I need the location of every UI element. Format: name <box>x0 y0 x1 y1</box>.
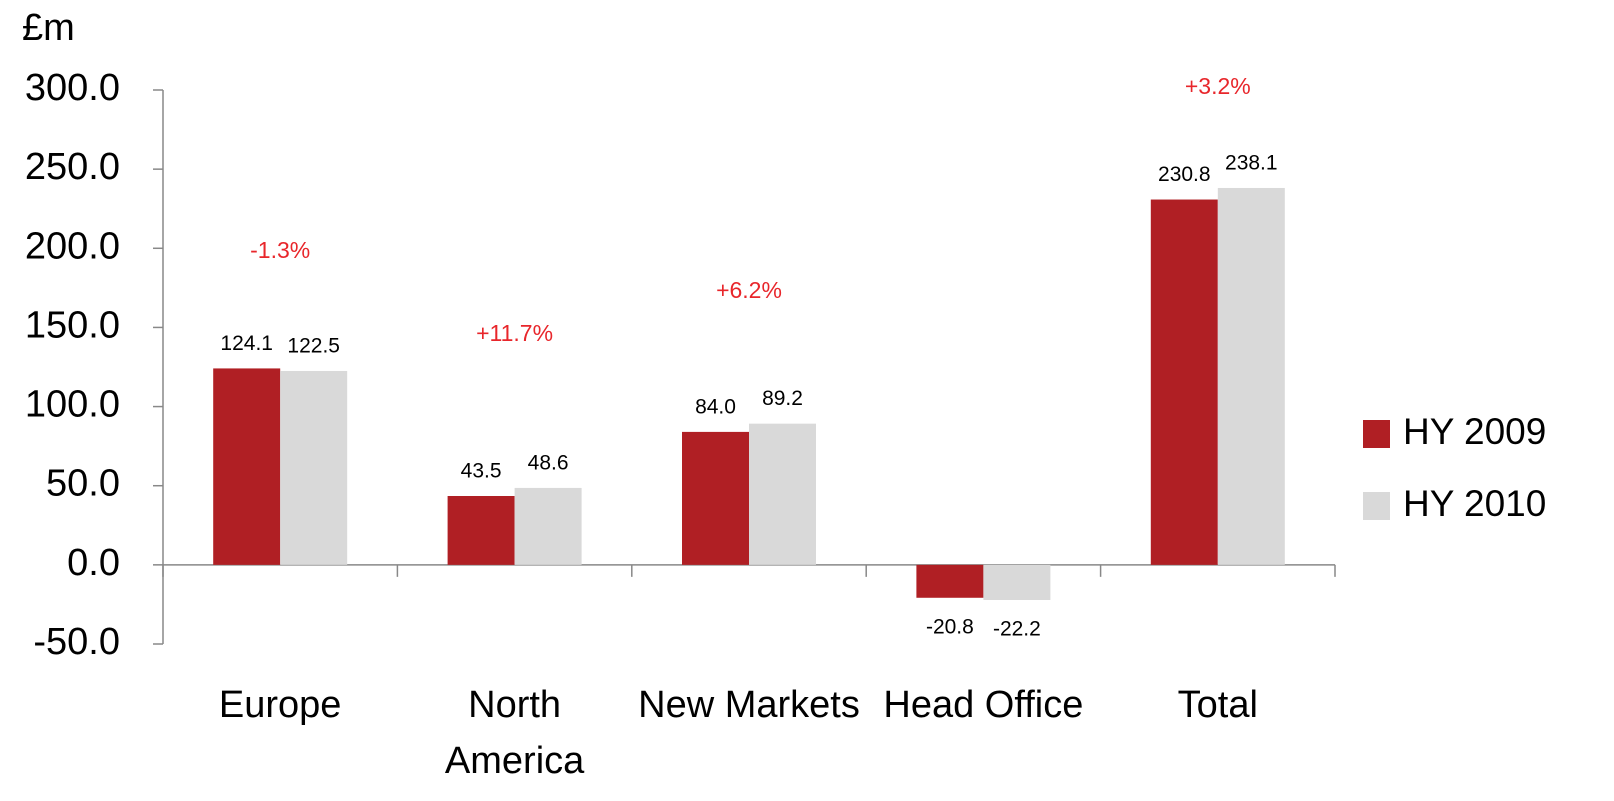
change-label: +3.2% <box>1185 73 1251 99</box>
data-label: 230.8 <box>1158 163 1211 186</box>
legend-label: HY 2010 <box>1403 483 1546 524</box>
bar <box>1150 199 1218 565</box>
data-label: 48.6 <box>528 451 569 474</box>
y-tick-label: 0.0 <box>67 542 120 584</box>
legend-swatch <box>1363 420 1390 448</box>
bar <box>514 487 582 565</box>
x-tick-label: New Markets <box>638 684 860 726</box>
y-tick-label: 300.0 <box>25 67 120 109</box>
data-label: 238.1 <box>1225 152 1278 175</box>
change-label: -1.3% <box>250 237 310 263</box>
legend-swatch <box>1363 492 1390 520</box>
y-tick-label: 100.0 <box>25 384 120 426</box>
data-label: 124.1 <box>220 332 273 355</box>
change-label: +6.2% <box>716 277 782 303</box>
data-label: -22.2 <box>993 618 1041 641</box>
legend-label: HY 2009 <box>1403 411 1546 452</box>
x-tick-label: Head Office <box>883 684 1084 726</box>
bar <box>749 423 816 565</box>
bar <box>1217 187 1285 565</box>
data-label: 84.0 <box>695 395 736 418</box>
data-label: 43.5 <box>461 460 502 483</box>
data-label: 89.2 <box>762 387 803 410</box>
bar <box>682 431 749 565</box>
bar <box>447 496 515 565</box>
y-axis-label: £m <box>22 7 75 49</box>
y-tick-label: 150.0 <box>25 304 120 346</box>
bar <box>916 564 984 598</box>
y-tick-label: 250.0 <box>25 146 120 188</box>
data-label: -20.8 <box>926 615 974 638</box>
x-tick-label: North America <box>444 684 585 782</box>
bar <box>213 368 281 565</box>
y-tick-label: 200.0 <box>25 225 120 267</box>
y-tick-label: 50.0 <box>46 463 120 505</box>
bar <box>280 370 348 565</box>
bar <box>983 564 1051 600</box>
data-label: 122.5 <box>287 335 340 358</box>
x-tick-label: Europe <box>218 684 342 726</box>
y-tick-label: -50.0 <box>33 621 120 663</box>
change-label: +11.7% <box>476 320 553 346</box>
x-tick-label: Total <box>1177 684 1258 726</box>
